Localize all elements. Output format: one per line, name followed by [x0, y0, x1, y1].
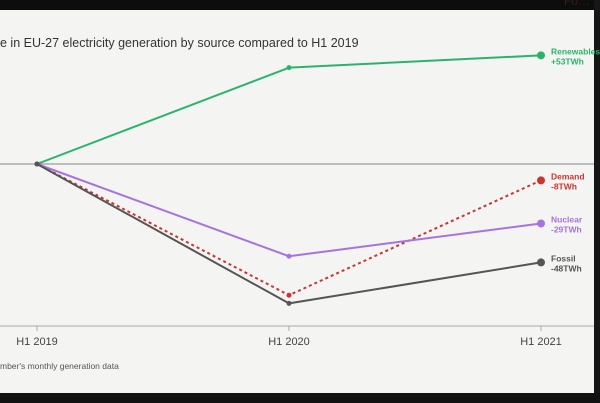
series-point-fossil	[34, 161, 40, 167]
series-value-fossil: -48TWh	[551, 263, 582, 273]
series-value-demand: -8TWh	[551, 181, 577, 191]
x-tick-label: H1 2019	[16, 336, 58, 348]
series-value-renewables: +53TWh	[551, 56, 584, 66]
series-label-demand: Demand	[551, 171, 585, 181]
series-point-renewables	[286, 65, 292, 71]
series-point-nuclear	[537, 219, 545, 228]
series-point-renewables	[537, 51, 545, 60]
right-edge	[594, 0, 600, 403]
top-bar: Fo…	[0, 0, 600, 10]
series-line-renewables	[36, 54, 542, 165]
series-value-nuclear: -29TWh	[551, 224, 582, 234]
series-line-nuclear	[36, 163, 542, 258]
series-label-renewables: Renewables	[551, 46, 600, 56]
series-label-nuclear: Nuclear	[551, 214, 583, 224]
x-tick-label: H1 2021	[520, 336, 562, 348]
series-label-fossil: Fossil	[551, 253, 576, 263]
top-bar-text: Fo…	[563, 0, 590, 8]
chart-title: e in EU-27 electricity generation by sou…	[0, 36, 359, 50]
series-point-demand	[537, 176, 545, 185]
source-note: mber's monthly generation data	[0, 361, 119, 371]
series-point-demand	[286, 292, 292, 298]
series-point-fossil	[286, 300, 292, 306]
series-point-fossil	[537, 258, 545, 267]
bottom-bar	[0, 393, 600, 403]
series-point-nuclear	[286, 253, 292, 259]
x-tick-label: H1 2020	[268, 336, 310, 348]
